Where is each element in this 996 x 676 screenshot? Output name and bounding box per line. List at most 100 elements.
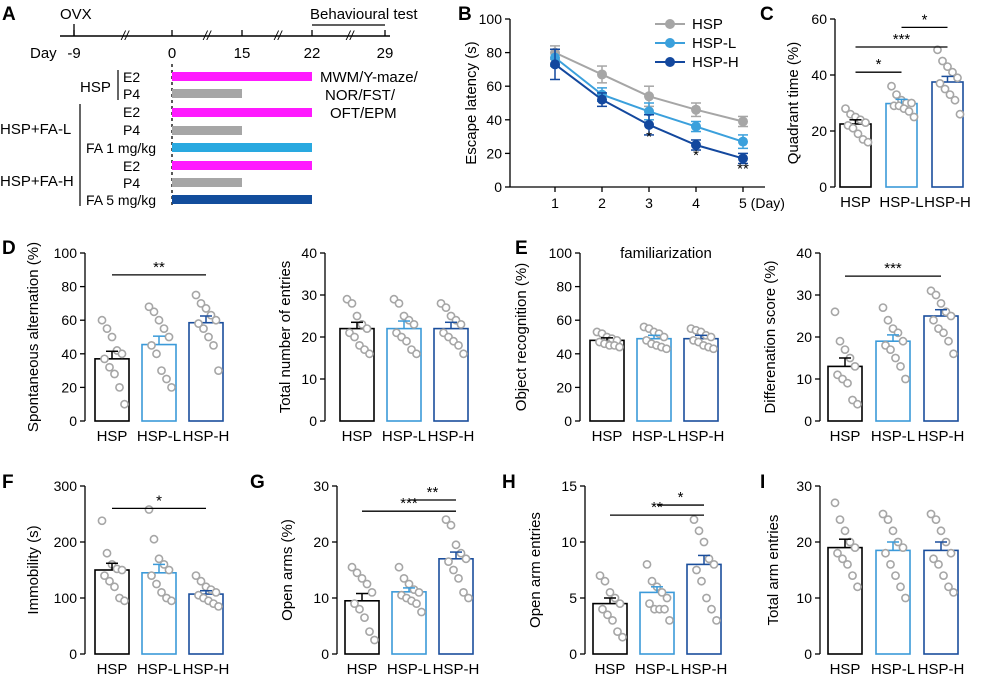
data-point-c — [950, 95, 960, 105]
data-point-g — [451, 540, 461, 550]
group-fa-h-row-p4: P4 — [123, 175, 140, 191]
data-point-b-2 — [597, 94, 607, 105]
x-tick-label-i-2: HSP-H — [918, 661, 965, 676]
y-axis-label-e2: Differenation score (%) — [762, 260, 779, 413]
data-point-h — [615, 599, 625, 608]
data-point-c — [953, 73, 962, 83]
data-point-c — [907, 98, 916, 108]
data-point-b-2 — [550, 59, 560, 70]
data-point-e2 — [886, 345, 895, 354]
data-point-e — [662, 344, 671, 354]
data-point-f — [214, 602, 223, 611]
panel-letter-c: C — [760, 4, 774, 25]
data-point-c — [940, 84, 950, 94]
data-point-f — [147, 571, 156, 580]
chart-title-e: familiarization — [620, 245, 712, 262]
data-point-b-1 — [644, 106, 654, 117]
data-point-g — [357, 574, 367, 583]
data-point-c — [955, 109, 965, 119]
y-tick-label-d: 60 — [61, 312, 77, 328]
data-point-i — [848, 571, 857, 580]
x-tick-label-e-0: HSP — [592, 428, 623, 445]
data-point-i — [949, 588, 958, 597]
y-axis-label-b: Escape latency (s) — [463, 41, 480, 164]
legend-label-b-2: HSP-H — [692, 54, 739, 71]
data-point-e2 — [853, 399, 862, 409]
data-point-g — [412, 599, 421, 608]
data-point-d — [209, 340, 218, 350]
y-axis-label-h: Open arm entries — [527, 512, 544, 628]
data-point-b-0 — [738, 116, 748, 127]
y-tick-label-d2: 20 — [301, 329, 317, 345]
data-point-c — [841, 104, 850, 113]
data-point-f — [97, 516, 107, 526]
significance-label-g-0: ** — [427, 484, 439, 501]
data-point-d — [162, 374, 171, 384]
data-point-i — [891, 571, 900, 580]
group-hsp-row-p4: P4 — [123, 86, 140, 102]
data-point-f — [164, 565, 174, 575]
y-tick-label-g: 20 — [313, 534, 329, 550]
data-point-e — [615, 342, 624, 352]
data-point-d — [157, 366, 166, 375]
data-point-d — [115, 382, 124, 392]
x-tick-label-g-2: HSP-H — [433, 661, 480, 676]
data-point-f — [191, 571, 201, 580]
x-tick-label-d-1: HSP-L — [137, 428, 181, 445]
data-point-i — [886, 560, 895, 569]
fa-l-dose-bar — [172, 143, 312, 152]
y-tick-label-h: 15 — [561, 478, 577, 494]
data-point-g — [347, 562, 357, 572]
y-tick-label-e: 0 — [564, 413, 572, 429]
y-tick-label-g: 30 — [313, 478, 329, 494]
x-tick-label-e2-0: HSP — [830, 428, 861, 445]
y-tick-label-d2: 30 — [301, 287, 317, 303]
object-recognition-chart: 0 20 40 60 80 100 Object recognition (%) famili… — [513, 245, 724, 445]
data-point-e2 — [931, 290, 941, 300]
immobility-chart: 0 100 200 300 Immobility (s) HSP HSP-L HSP-H * — [25, 478, 229, 676]
data-point-g — [449, 565, 458, 575]
data-point-i — [888, 526, 898, 536]
y-tick-label-e2: 20 — [796, 329, 812, 345]
data-point-i — [835, 515, 845, 524]
data-point-c — [945, 90, 955, 99]
data-point-f — [211, 588, 221, 597]
data-point-c — [848, 123, 858, 133]
y-tick-label-i: 30 — [796, 478, 812, 494]
data-point-i — [929, 554, 938, 564]
data-point-d — [147, 340, 156, 350]
data-point-h — [595, 571, 605, 580]
y-tick-label-f: 300 — [54, 478, 78, 494]
fa-h-e2-bar — [172, 161, 312, 170]
data-point-e2 — [891, 353, 900, 363]
data-point-d — [117, 349, 127, 359]
data-point-i — [883, 515, 893, 524]
y-tick-label-b: 0 — [494, 179, 502, 195]
data-point-d2 — [454, 340, 463, 350]
data-point-d — [204, 332, 213, 342]
data-point-h — [598, 604, 607, 614]
data-point-e — [659, 332, 669, 342]
data-point-f — [149, 534, 159, 544]
data-point-g — [461, 554, 471, 564]
data-point-h — [707, 604, 716, 614]
bar-h-0 — [592, 602, 628, 655]
y-tick-label-b: 100 — [479, 11, 503, 27]
data-point-d — [97, 315, 107, 325]
data-point-i — [853, 582, 862, 592]
data-point-d2 — [409, 319, 419, 329]
data-point-h — [647, 576, 657, 586]
data-point-h — [697, 576, 706, 586]
data-point-c — [938, 56, 947, 66]
data-point-c — [892, 90, 901, 99]
y-axis-label-i: Total arm entries — [765, 515, 782, 626]
y-tick-label-d: 20 — [61, 379, 77, 395]
data-point-g — [414, 588, 424, 597]
y-tick-label-e2: 30 — [796, 287, 812, 303]
tests-line-1: MWM/Y-maze/ — [320, 69, 419, 86]
data-point-g — [441, 515, 451, 524]
data-point-h — [694, 526, 704, 536]
data-point-g — [417, 607, 426, 617]
data-point-e2 — [944, 336, 953, 346]
